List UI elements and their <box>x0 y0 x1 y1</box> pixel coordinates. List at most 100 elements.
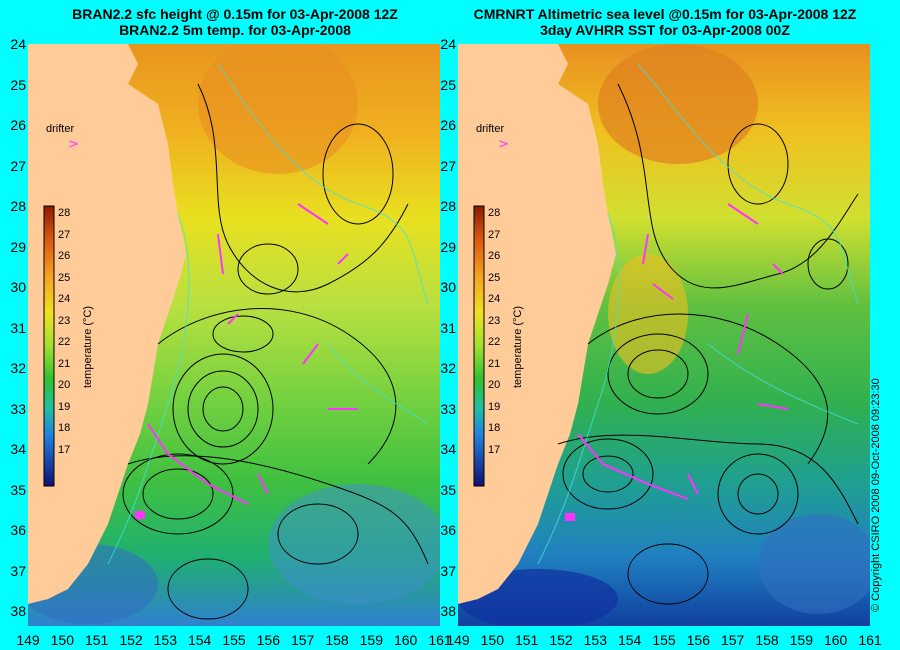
lon-tick: 156 <box>686 632 710 648</box>
lat-tick-right: 31 <box>440 319 456 336</box>
colorbar-tick: 26 <box>58 250 71 262</box>
colorbar-tick: 23 <box>58 314 71 327</box>
lat-tick-left: 27 <box>10 157 26 174</box>
lon-tick: 151 <box>514 632 539 648</box>
colorbar-tick: 28 <box>58 207 71 219</box>
colorbar-tick: 17 <box>488 443 501 456</box>
warm-core <box>198 44 358 174</box>
left-title-line1: BRAN2.2 sfc height @ 0.15m for 03-Apr-20… <box>72 6 398 22</box>
cool-patch <box>268 484 440 604</box>
sea-level-contours <box>122 83 429 620</box>
lon-tick: 151 <box>84 632 109 648</box>
lon-tick: 159 <box>359 632 383 648</box>
lat-tick-left: 24 <box>10 36 26 52</box>
lat-tick-right: 34 <box>440 441 456 457</box>
colorbar-tick: 25 <box>488 271 501 284</box>
left-panel-title: BRAN2.2 sfc height @ 0.15m for 03-Apr-20… <box>30 6 440 38</box>
lon-tick: 152 <box>119 632 143 648</box>
lat-tick-left: 37 <box>10 562 26 579</box>
colorbar <box>473 205 485 487</box>
colorbar-tick: 21 <box>488 357 501 370</box>
lat-tick-right: 26 <box>440 117 456 133</box>
drifter-legend-label: drifter <box>476 123 504 135</box>
australia-land <box>28 44 186 604</box>
colorbar-tick: 24 <box>58 293 71 305</box>
drifter-tracks <box>135 203 358 519</box>
lon-tick: 150 <box>480 632 504 648</box>
colorbar-tick: 19 <box>58 400 71 413</box>
sea-level-contours <box>557 83 859 605</box>
lon-tick: 159 <box>789 632 813 648</box>
bathymetry-contours <box>107 63 429 565</box>
right-map-panel: drifter > <box>458 44 870 626</box>
lat-tick-right: 32 <box>440 360 456 376</box>
lat-tick-right: 33 <box>440 400 456 417</box>
lon-tick: 157 <box>720 632 745 648</box>
lon-tick: 153 <box>583 632 607 648</box>
colorbar-tick: 22 <box>58 336 71 348</box>
colorbar-tick: 28 <box>488 207 501 219</box>
lon-tick: 154 <box>617 632 642 648</box>
colorbar-tick: 27 <box>58 228 71 241</box>
colorbar-tick: 17 <box>58 443 71 456</box>
lat-tick-left: 26 <box>10 117 26 133</box>
warm-core <box>598 44 758 164</box>
cool-patch <box>758 514 870 614</box>
lon-tick: 152 <box>549 632 573 648</box>
lat-tick-left: 25 <box>10 76 26 93</box>
lon-tick: 158 <box>325 632 349 648</box>
lat-tick-left: 38 <box>10 603 26 619</box>
bathymetry-contours <box>537 63 859 565</box>
lon-tick: 161 <box>428 632 452 648</box>
colorbar-label: temperature (°C) <box>82 305 94 388</box>
lat-tick-right: 30 <box>440 279 456 295</box>
lat-tick-left: 35 <box>10 481 26 498</box>
lat-tick-right: 29 <box>440 238 456 255</box>
lat-tick-left: 29 <box>10 238 26 255</box>
right-panel-title: CMRNRT Altimetric sea level @0.15m for 0… <box>455 6 875 38</box>
lat-tick-right: 28 <box>440 198 456 214</box>
colorbar-tick: 21 <box>58 357 71 370</box>
colorbar-tick: 18 <box>488 422 501 434</box>
left-map-panel: drifter > <box>28 44 440 626</box>
colorbar-tick: 24 <box>488 293 501 305</box>
lat-tick-right: 38 <box>440 603 456 619</box>
right-map-svg: drifter > <box>458 44 870 626</box>
lon-tick: 149 <box>16 632 40 648</box>
colorbar-tick: 20 <box>58 379 71 391</box>
lon-tick: 150 <box>50 632 74 648</box>
australia-land <box>458 44 616 604</box>
colorbar-tick: 18 <box>58 422 71 434</box>
lon-tick: 154 <box>187 632 212 648</box>
copyright-text: © Copyright CSIRO 2008 09-Oct-2008 09:23… <box>870 378 882 612</box>
lon-tick: 157 <box>290 632 315 648</box>
lat-tick-right: 27 <box>440 157 456 174</box>
lon-tick: 149 <box>446 632 470 648</box>
lat-tick-right: 25 <box>440 76 456 93</box>
lon-tick: 158 <box>755 632 779 648</box>
colorbar-tick: 20 <box>488 379 501 391</box>
left-title-line2: BRAN2.2 5m temp. for 03-Apr-2008 <box>119 22 351 38</box>
lon-tick: 160 <box>393 632 418 648</box>
lat-tick-right: 24 <box>440 36 456 52</box>
right-title-line1: CMRNRT Altimetric sea level @0.15m for 0… <box>473 6 857 22</box>
warm-tongue <box>608 254 688 374</box>
lon-tick: 155 <box>222 632 246 648</box>
lon-tick: 161 <box>858 632 882 648</box>
left-map-svg: drifter > <box>28 44 440 626</box>
drifter-legend-marker: > <box>498 137 509 152</box>
colorbar-tick: 22 <box>488 336 501 348</box>
lat-tick-left: 33 <box>10 400 26 417</box>
drifter-tracks <box>565 203 789 521</box>
lon-tick: 156 <box>256 632 280 648</box>
colorbar-tick: 23 <box>488 314 501 327</box>
lat-tick-left: 32 <box>10 360 26 376</box>
lat-tick-right: 35 <box>440 481 456 498</box>
lat-tick-right: 37 <box>440 562 456 579</box>
lat-tick-left: 31 <box>10 319 26 336</box>
lon-tick: 153 <box>153 632 177 648</box>
drifter-legend-label: drifter <box>46 123 74 135</box>
colorbar-tick: 19 <box>488 400 501 413</box>
colorbar-tick: 26 <box>488 250 501 262</box>
lat-tick-left: 36 <box>10 522 26 538</box>
